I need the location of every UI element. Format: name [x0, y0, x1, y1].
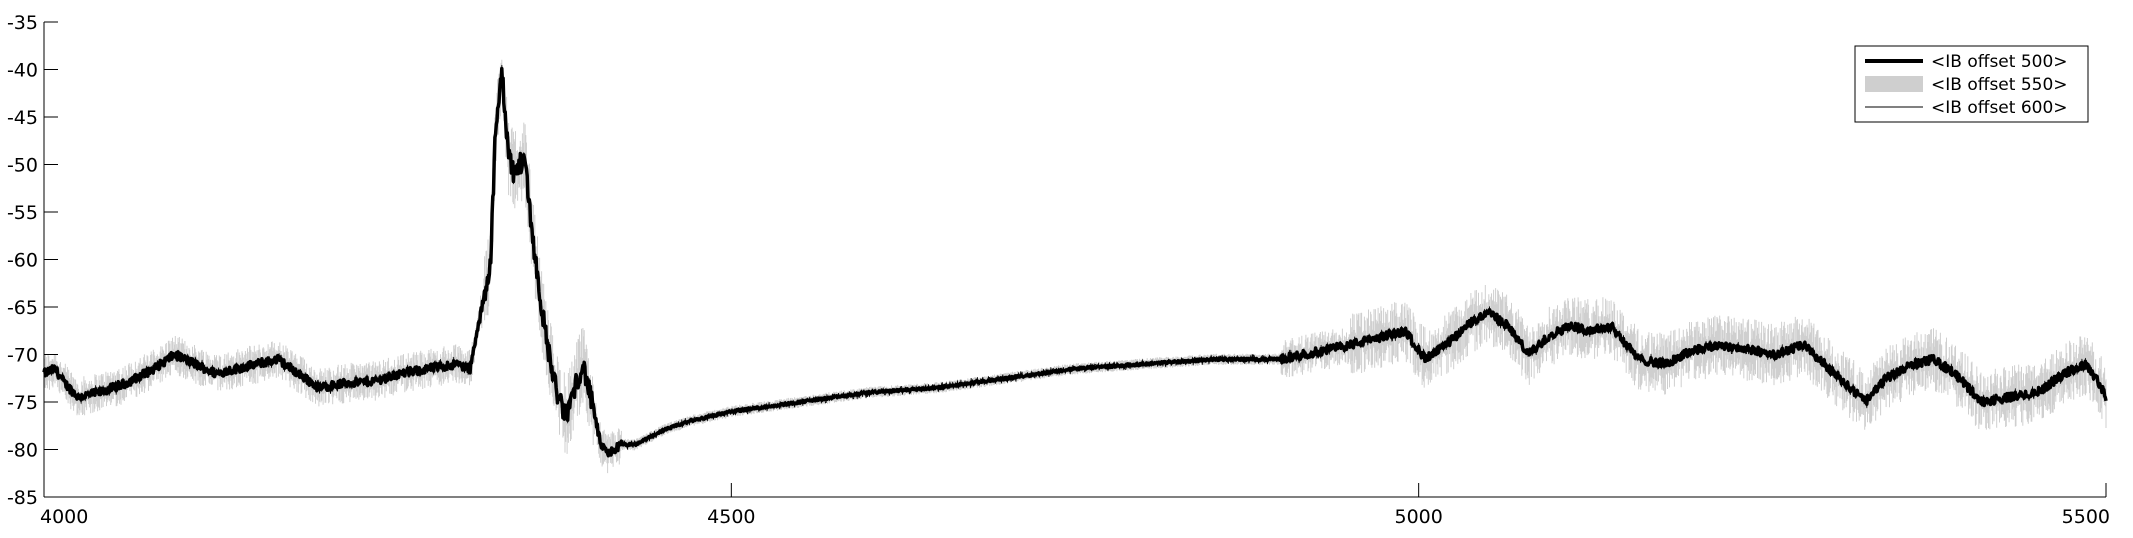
x-tick-label: 4500 — [707, 506, 755, 528]
y-tick-label: -65 — [7, 297, 38, 319]
series-band-ib-offset-550 — [43, 59, 2107, 474]
y-tick-label: -45 — [7, 107, 38, 129]
x-tick-label: 5500 — [2062, 506, 2110, 528]
legend-label-2: <IB offset 550> — [1931, 75, 2068, 95]
y-tick-label: -60 — [7, 250, 38, 272]
band-layer — [43, 59, 2107, 474]
legend-swatch-ib-offset-550 — [1865, 76, 1923, 92]
y-tick-label: -35 — [7, 12, 38, 34]
series-line-ib-offset-500 — [42, 66, 2108, 458]
line-layer — [42, 64, 2108, 458]
y-tick-label: -80 — [7, 440, 38, 462]
y-tick-label: -70 — [7, 345, 38, 367]
y-tick-label: -50 — [7, 155, 38, 177]
y-tick-label: -85 — [7, 487, 38, 509]
legend-label-1: <IB offset 500> — [1931, 52, 2068, 72]
x-tick-label: 4000 — [40, 506, 88, 528]
x-tick-label: 5000 — [1394, 506, 1442, 528]
y-tick-label: -55 — [7, 202, 38, 224]
legend-label-3: <IB offset 600> — [1931, 98, 2068, 118]
legend: <IB offset 500> <IB offset 550> <IB offset… — [1854, 45, 2089, 123]
y-tick-label: -40 — [7, 60, 38, 82]
y-tick-label: -75 — [7, 392, 38, 414]
